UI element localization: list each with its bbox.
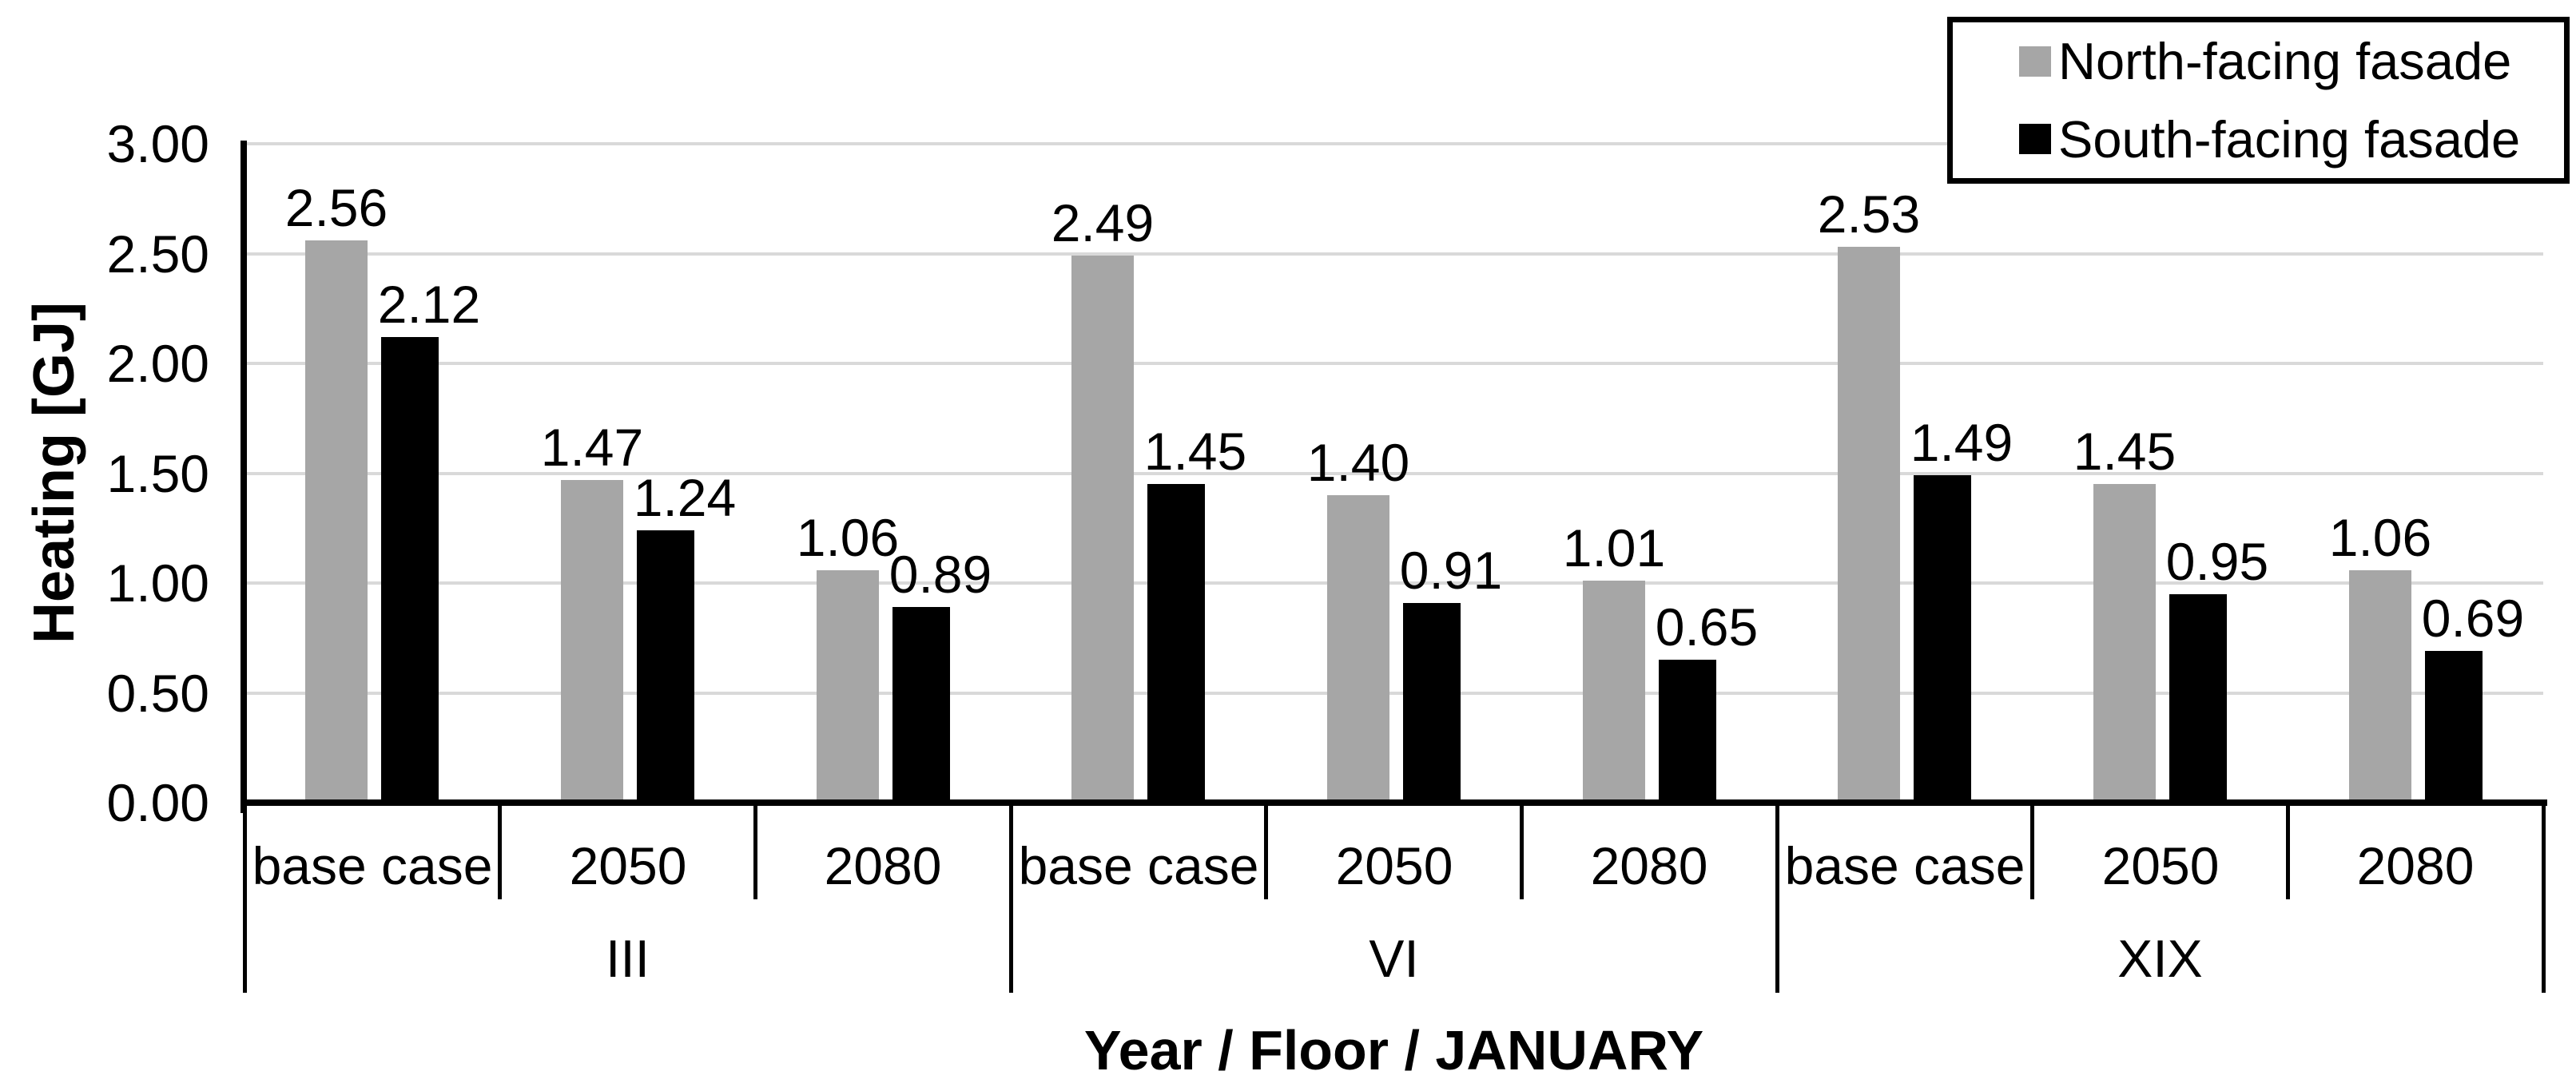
x-axis-tick <box>1264 803 1268 899</box>
bar-value-label: 2.53 <box>1817 184 1921 244</box>
bar-value-label: 2.56 <box>284 178 388 237</box>
gridline <box>244 252 2543 256</box>
bar-north-facing <box>1838 247 1900 803</box>
bar-north-facing <box>305 240 368 803</box>
legend-color-swatch <box>2019 124 2051 155</box>
x-axis-category-label: base case <box>1784 836 2025 895</box>
bar-value-label: 0.65 <box>1655 597 1759 657</box>
bar-north-facing <box>1327 495 1389 803</box>
y-axis-tick-label: 1.50 <box>106 444 209 503</box>
legend-item: South-facing fasade <box>1953 113 2564 165</box>
x-axis-category-label: 2050 <box>2101 836 2220 895</box>
legend-item: North-facing fasade <box>1953 35 2564 87</box>
y-axis-tick-label: 3.00 <box>106 114 209 173</box>
bar-south-facing <box>1659 660 1716 803</box>
bar-value-label: 1.01 <box>1562 518 1666 577</box>
bar-value-label: 1.45 <box>2073 422 2176 481</box>
bar-north-facing <box>2349 570 2411 803</box>
bar-north-facing <box>561 480 623 803</box>
bar-value-label: 1.45 <box>1143 422 1247 481</box>
bar-north-facing <box>1583 581 1645 803</box>
y-axis-tick-label: 1.00 <box>106 553 209 613</box>
y-axis-tick-label: 0.50 <box>106 664 209 723</box>
x-axis-category-label: 2050 <box>569 836 687 895</box>
x-axis-tick <box>2542 803 2546 993</box>
bar-south-facing <box>637 530 694 803</box>
x-axis-tick <box>2286 803 2290 899</box>
x-axis-category-label: 2080 <box>2356 836 2475 895</box>
x-axis-group-label: XIX <box>2117 929 2203 988</box>
gridline <box>244 692 2543 695</box>
bar-north-facing <box>2093 484 2156 803</box>
legend-item-label: North-facing fasade <box>2058 32 2512 91</box>
bar-south-facing <box>1914 475 1971 803</box>
x-axis-tick <box>243 803 247 993</box>
bar-value-label: 2.12 <box>377 275 481 334</box>
bar-south-facing <box>1147 484 1205 803</box>
x-axis-tick <box>498 803 502 899</box>
x-axis-tick <box>1009 803 1013 993</box>
bar-north-facing <box>817 570 879 803</box>
gridline <box>244 472 2543 475</box>
bar-value-label: 0.89 <box>888 545 992 604</box>
x-axis-title: Year / Floor / JANUARY <box>1083 1019 1704 1081</box>
y-axis-line <box>241 141 247 813</box>
bar-value-label: 1.49 <box>1910 413 2013 472</box>
x-axis-category-label: 2050 <box>1335 836 1453 895</box>
x-axis-category-label: base case <box>1018 836 1259 895</box>
bar-south-facing <box>2169 594 2227 803</box>
bar-south-facing <box>2425 651 2483 803</box>
x-axis-category-label: 2080 <box>1590 836 1708 895</box>
x-axis-tick <box>1520 803 1524 899</box>
gridline <box>244 142 2543 145</box>
x-axis-tick <box>2030 803 2034 899</box>
y-axis-tick-label: 2.50 <box>106 224 209 284</box>
legend: North-facing fasade South-facing fasade <box>1947 17 2570 184</box>
x-axis-category-label: base case <box>252 836 493 895</box>
bar-value-label: 1.06 <box>2328 508 2432 567</box>
gridline <box>244 581 2543 585</box>
bar-south-facing <box>381 337 439 803</box>
y-axis-tick-label: 2.00 <box>106 334 209 393</box>
y-axis-tick-label: 0.00 <box>106 773 209 832</box>
bar-south-facing <box>892 607 950 803</box>
x-axis-tick <box>1775 803 1779 993</box>
bar-south-facing <box>1403 603 1461 803</box>
x-axis-category-label: 2080 <box>824 836 942 895</box>
bar-value-label: 1.47 <box>540 418 644 477</box>
legend-color-swatch <box>2019 46 2051 77</box>
x-axis-group-label: III <box>605 929 650 988</box>
x-axis-line <box>241 799 2547 806</box>
legend-item-label: South-facing fasade <box>2058 109 2521 169</box>
bar-north-facing <box>1071 256 1134 803</box>
bar-value-label: 0.95 <box>2165 532 2269 591</box>
bar-value-label: 2.49 <box>1051 193 1155 252</box>
gridline <box>244 362 2543 365</box>
x-axis-group-label: VI <box>1369 929 1419 988</box>
bar-value-label: 1.24 <box>633 468 737 527</box>
bar-value-label: 1.40 <box>1306 433 1410 492</box>
bar-value-label: 0.69 <box>2421 589 2525 648</box>
bar-value-label: 1.06 <box>796 508 900 567</box>
bar-value-label: 0.91 <box>1399 541 1503 600</box>
x-axis-tick <box>753 803 757 899</box>
